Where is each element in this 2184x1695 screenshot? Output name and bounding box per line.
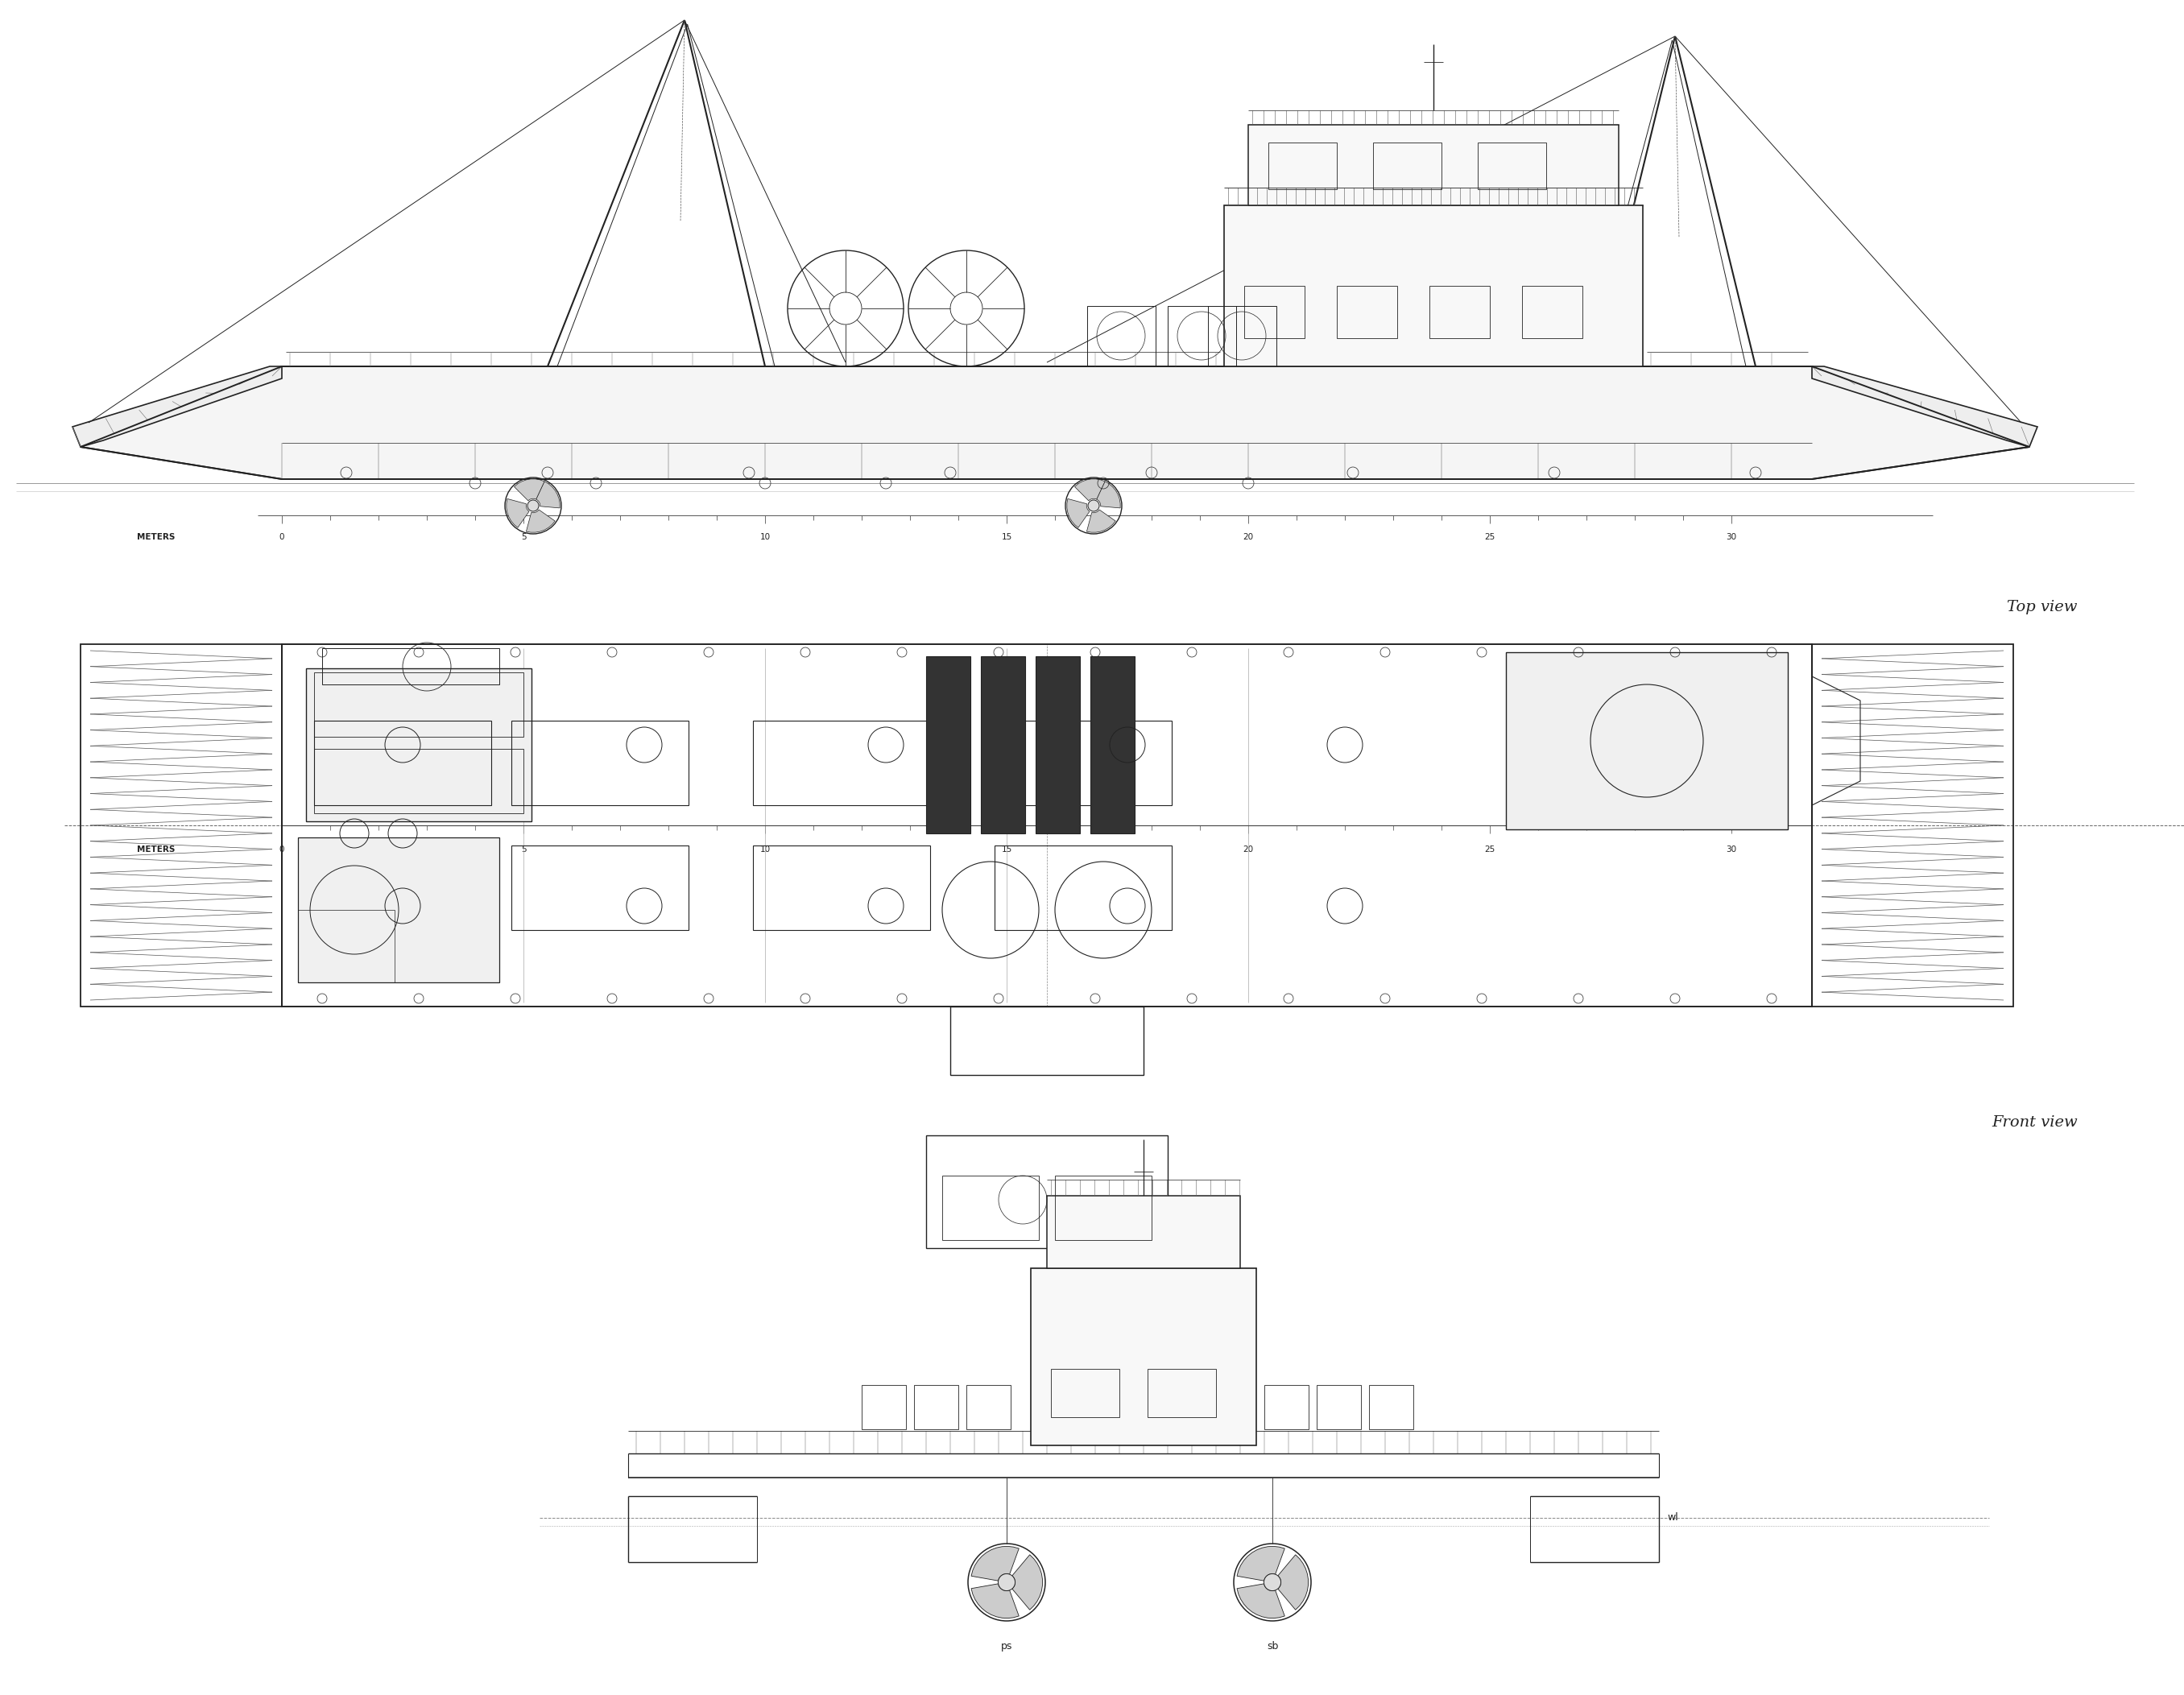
Text: 15: 15 [1000,846,1011,854]
Bar [1428,286,1489,339]
Bar [1265,1385,1308,1429]
Text: wl: wl [1666,1512,1677,1524]
Bar [314,846,491,931]
Polygon shape [1011,1554,1042,1610]
Text: Top view: Top view [2007,600,2077,614]
Text: 25: 25 [1485,532,1496,541]
Bar [1249,125,1618,205]
Polygon shape [81,366,2029,480]
Circle shape [529,500,539,512]
Bar [306,668,531,822]
Text: 25: 25 [1485,846,1496,854]
Text: 10: 10 [760,846,771,854]
Bar [753,846,930,931]
Polygon shape [1088,510,1116,532]
Bar [965,1385,1011,1429]
Bar [1369,1385,1413,1429]
Bar [1051,1370,1120,1417]
Bar [321,647,500,685]
Bar [1147,1370,1216,1417]
Bar [1035,656,1079,834]
Text: 0: 0 [280,846,284,854]
Bar [314,673,524,737]
Polygon shape [1236,1546,1284,1581]
Text: 20: 20 [1243,846,1254,854]
Text: 5: 5 [520,846,526,854]
Bar [915,1385,959,1429]
Bar [950,1007,1144,1075]
Bar [753,720,930,805]
Bar [1245,286,1304,339]
Bar [1088,307,1155,366]
Bar [1090,656,1136,834]
Bar [941,1176,1040,1241]
Polygon shape [72,366,282,447]
Bar [926,1136,1168,1248]
Bar [511,846,688,931]
Polygon shape [1236,1583,1284,1619]
Polygon shape [526,510,555,532]
Bar [994,720,1173,805]
Text: ps: ps [1000,1641,1013,1651]
Bar [1208,307,1275,366]
Circle shape [998,1573,1016,1592]
Bar [1168,307,1236,366]
Polygon shape [1278,1554,1308,1610]
Bar [994,846,1173,931]
Bar [1522,286,1583,339]
Text: 0: 0 [280,532,284,541]
Bar [297,837,500,983]
Text: METERS: METERS [138,532,175,541]
Bar [1046,1195,1241,1268]
Circle shape [1265,1573,1280,1592]
Bar [926,656,970,834]
Polygon shape [972,1546,1020,1581]
Polygon shape [1813,366,2038,447]
Bar [1337,286,1398,339]
Polygon shape [1075,480,1105,500]
Polygon shape [513,480,544,500]
Bar [981,656,1024,834]
Polygon shape [507,498,529,527]
Bar [297,910,395,983]
Polygon shape [1068,498,1090,527]
Bar [81,644,282,1007]
Text: 5: 5 [520,532,526,541]
Bar [282,644,1813,1007]
Bar [511,720,688,805]
Bar [1223,205,1642,366]
Text: 30: 30 [1725,846,1736,854]
Bar [1055,1176,1151,1241]
Bar [314,720,491,805]
Text: 20: 20 [1243,532,1254,541]
Polygon shape [972,1583,1020,1619]
Text: METERS: METERS [138,846,175,854]
Bar [863,1385,906,1429]
Bar [1269,142,1337,190]
Text: 30: 30 [1725,532,1736,541]
Bar [314,749,524,814]
Text: Front view: Front view [1992,1115,2077,1131]
Polygon shape [1096,481,1120,508]
Text: 10: 10 [760,532,771,541]
Text: 15: 15 [1000,532,1011,541]
Bar [1031,1268,1256,1446]
Bar [1813,644,2014,1007]
Bar [1479,142,1546,190]
Bar [1507,653,1789,829]
Text: sb: sb [1267,1641,1278,1651]
Bar [1374,142,1441,190]
Polygon shape [535,481,559,508]
Bar [1317,1385,1361,1429]
Circle shape [1088,500,1099,512]
